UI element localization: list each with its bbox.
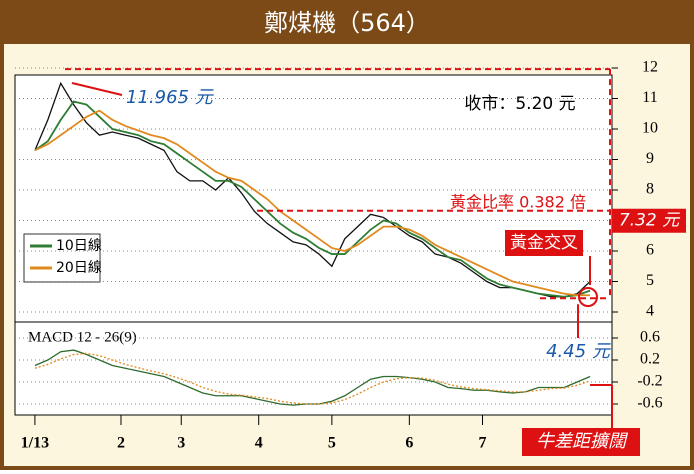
series-line [34, 81, 591, 298]
arrow [71, 82, 123, 96]
annotation-label: 7.32 元 [619, 211, 681, 231]
chart-title: 鄭煤機（564） [264, 9, 430, 37]
annotation-box [612, 208, 686, 233]
x-tick-label: 1/13 [21, 435, 49, 452]
x-tick-label: 2 [117, 435, 125, 452]
y-tick-label: 11 [642, 89, 657, 106]
y-tick-label: -0.6 [637, 395, 662, 412]
y-tick-label: 4 [646, 303, 654, 320]
legend-label: 20日線 [56, 260, 102, 276]
legend-label: 10日線 [56, 238, 102, 254]
y-tick-label: 0.6 [640, 329, 660, 346]
annotation-label: 11.965 元 [126, 87, 215, 108]
macd-title: MACD 12 - 26(9) [28, 329, 137, 345]
y-tick-label: 12 [642, 59, 658, 76]
note: 收市：5.20 元 [464, 94, 575, 114]
annotation-label: 4.45 元 [546, 341, 612, 362]
series-line [34, 349, 591, 406]
y-tick-label: 8 [646, 181, 654, 198]
note: 牛差距擴闊 [536, 431, 629, 452]
annotation-box [522, 428, 640, 456]
y-tick-label: 9 [646, 150, 654, 167]
y-tick-label: 6 [646, 242, 654, 259]
y-tick-label: 0.2 [640, 351, 660, 368]
x-tick-label: 3 [177, 435, 185, 452]
annotation-box [505, 230, 583, 256]
y-tick-label: 5 [646, 272, 654, 289]
highlight [578, 287, 598, 307]
legend [23, 233, 101, 283]
series-line [34, 352, 591, 405]
x-tick-label: 7 [478, 435, 486, 452]
x-tick-label: 6 [405, 435, 413, 452]
series-line [34, 109, 591, 297]
note: 黃金交叉 [510, 233, 578, 253]
y-tick-label: -0.2 [637, 373, 662, 390]
note: 黃金比率 0.382 倍 [450, 193, 586, 212]
x-tick-label: 4 [255, 435, 263, 452]
x-tick-label: 5 [328, 435, 336, 452]
macd-panel [14, 321, 613, 416]
y-tick-label: 10 [642, 120, 658, 137]
series-line [34, 100, 591, 298]
